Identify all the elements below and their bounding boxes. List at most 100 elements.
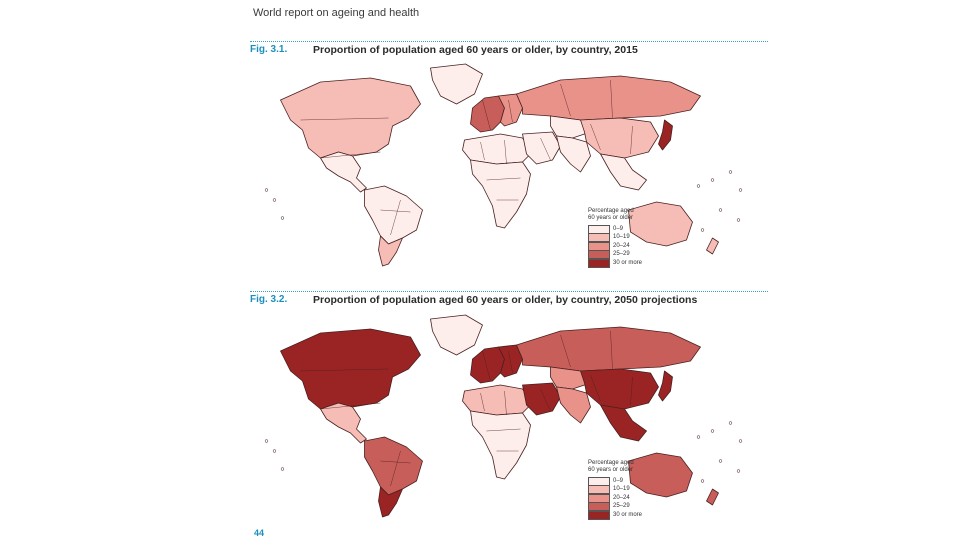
figure-title: Proportion of population aged 60 years o… (313, 294, 698, 306)
country-border (610, 79, 613, 119)
region-japan (658, 119, 673, 151)
legend-label: 20–24 (613, 242, 630, 249)
legend-label: 20–24 (613, 494, 630, 501)
map-legend: Percentage aged 60 years or older 0–9 10–19… (588, 460, 668, 520)
island-marker (700, 479, 705, 483)
country-border (390, 450, 401, 487)
legend-label: 30 or more (613, 259, 643, 266)
region-central-america (320, 402, 367, 444)
legend-title-line: Percentage aged (588, 460, 634, 466)
island-marker (728, 421, 733, 425)
world-map-svg (264, 63, 743, 267)
country-border (380, 460, 411, 464)
legend-item: 20–24 (588, 241, 668, 251)
country-border (482, 350, 491, 382)
figure-divider (250, 41, 768, 42)
island-marker (264, 439, 269, 443)
region-australia (628, 452, 693, 498)
island-marker (264, 188, 269, 192)
legend-label: 0–9 (613, 225, 624, 232)
legend-title: Percentage aged 60 years or older (588, 208, 668, 222)
legend-title: Percentage aged 60 years or older (588, 460, 668, 474)
country-border (300, 117, 389, 121)
region-south-asia (556, 386, 591, 424)
country-border (320, 151, 381, 159)
country-border (320, 402, 381, 410)
region-greenland (430, 63, 483, 105)
region-russia (516, 75, 701, 121)
world-map-svg (264, 314, 743, 518)
island-marker (710, 429, 715, 433)
legend-item: 0–9 (588, 476, 668, 486)
legend-title-line: 60 years or older (588, 467, 634, 473)
island-marker (718, 208, 723, 212)
figure-title: Proportion of population aged 60 years o… (313, 44, 638, 56)
legend-item: 25–29 (588, 250, 668, 260)
region-southeast-asia (600, 153, 647, 191)
island-marker (736, 218, 741, 222)
legend-label: 25–29 (613, 503, 630, 510)
legend-label: 10–19 (613, 486, 630, 493)
region-new-zealand (706, 237, 719, 255)
legend-item: 10–19 (588, 485, 668, 495)
country-border (480, 392, 485, 412)
island-marker (728, 170, 733, 174)
region-japan (658, 370, 673, 402)
map-legend: Percentage aged 60 years or older 0–9 10–19… (588, 208, 668, 268)
country-border (480, 141, 485, 161)
island-marker (696, 184, 701, 188)
island-marker (718, 459, 723, 463)
region-sub-saharan-africa (470, 410, 531, 480)
country-border (560, 334, 571, 368)
country-border (486, 428, 521, 432)
world-map-2050 (258, 311, 763, 521)
island-marker (710, 178, 715, 182)
region-central-america (320, 151, 367, 193)
figure-label: Fig. 3.1. (250, 44, 288, 55)
island-marker (738, 439, 743, 443)
region-north-africa (462, 384, 533, 416)
region-greenland (430, 314, 483, 356)
report-header: World report on ageing and health (253, 7, 420, 19)
island-marker (280, 467, 285, 471)
country-border (540, 388, 551, 412)
legend-item: 25–29 (588, 502, 668, 512)
country-border (630, 376, 633, 406)
island-marker (272, 449, 277, 453)
legend-label: 25–29 (613, 251, 630, 258)
country-border (630, 125, 633, 155)
island-marker (280, 216, 285, 220)
country-border (380, 209, 411, 213)
legend-label: 0–9 (613, 477, 624, 484)
island-marker (700, 228, 705, 232)
country-border (508, 350, 513, 374)
region-middle-east (522, 131, 561, 165)
island-marker (738, 188, 743, 192)
country-border (390, 199, 401, 236)
page-number: 44 (254, 528, 265, 538)
world-map-2015 (258, 60, 763, 270)
legend-label: 10–19 (613, 234, 630, 241)
legend-item: 0–9 (588, 224, 668, 234)
region-middle-east (522, 382, 561, 416)
country-border (504, 390, 507, 416)
country-border (486, 177, 521, 181)
legend-swatch (588, 258, 610, 268)
country-border (300, 368, 389, 372)
island-marker (272, 198, 277, 202)
region-southern-cone (378, 235, 403, 267)
figure-divider (250, 291, 768, 292)
legend-swatch (588, 510, 610, 520)
region-sub-saharan-africa (470, 159, 531, 229)
region-southeast-asia (600, 404, 647, 442)
legend-item: 10–19 (588, 233, 668, 243)
country-border (540, 137, 551, 161)
region-australia (628, 201, 693, 247)
region-western-europe (470, 95, 505, 133)
region-china (580, 368, 659, 410)
region-new-zealand (706, 488, 719, 506)
region-north-america (280, 77, 421, 159)
country-border (610, 330, 613, 370)
legend-title-line: Percentage aged (588, 208, 634, 214)
